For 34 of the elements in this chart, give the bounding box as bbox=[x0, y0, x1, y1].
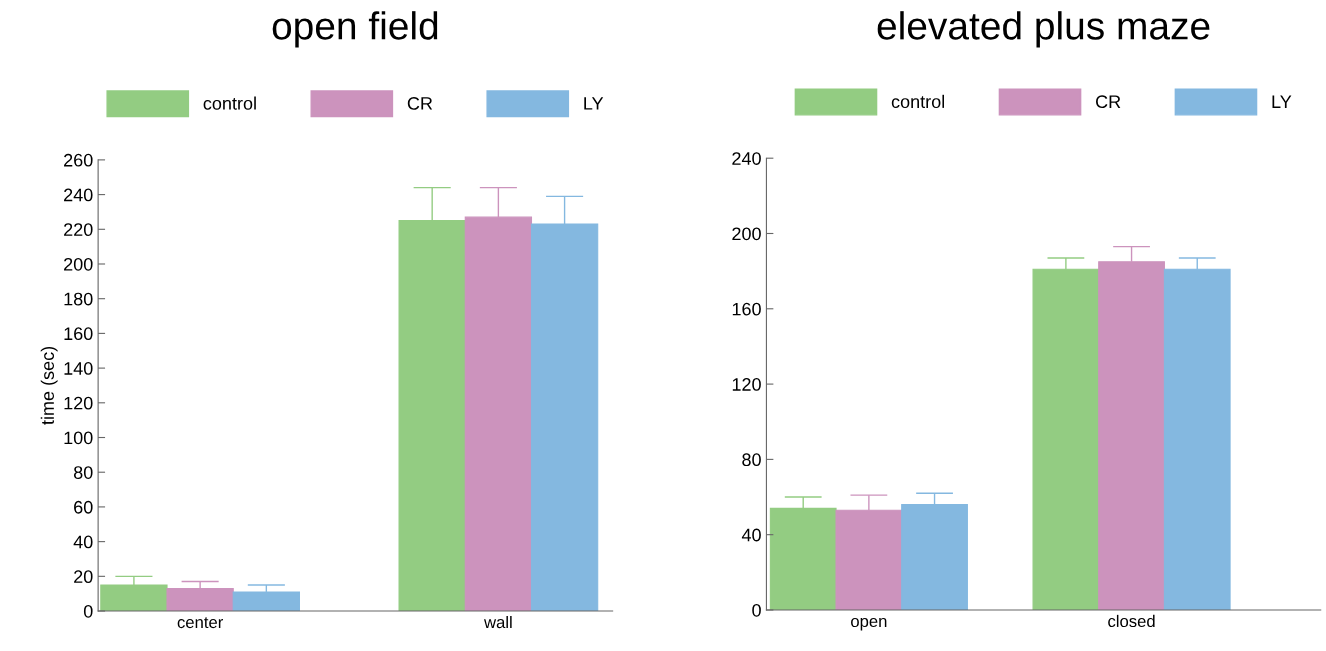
legend-label: CR bbox=[1096, 95, 1121, 109]
y-tick-label: 140 bbox=[64, 362, 93, 375]
x-tick-label: open bbox=[851, 617, 887, 631]
y-tick-label: 60 bbox=[74, 500, 93, 514]
y-tick-label: 160 bbox=[732, 302, 761, 316]
y-tick-label: 240 bbox=[64, 188, 93, 202]
y-tick-label: 120 bbox=[64, 396, 93, 410]
legend-label: control bbox=[203, 96, 256, 110]
y-tick-label: 80 bbox=[73, 466, 93, 479]
y-tick-label: 180 bbox=[64, 292, 93, 306]
y-axis-title: time (sec) bbox=[40, 346, 58, 425]
legend-label: control bbox=[891, 94, 945, 109]
y-tick-label: 40 bbox=[741, 528, 761, 542]
y-tick-label: 100 bbox=[64, 431, 93, 445]
y-tick-label: 20 bbox=[74, 570, 93, 584]
x-tick-label: closed bbox=[1108, 614, 1155, 628]
y-tick-label: 0 bbox=[83, 604, 93, 618]
y-tick-label: 240 bbox=[732, 152, 761, 165]
y-tick-label: 40 bbox=[73, 535, 93, 549]
y-tick-label: 260 bbox=[64, 153, 93, 167]
y-tick-label: 0 bbox=[752, 603, 761, 617]
chart-title: open field bbox=[272, 11, 438, 48]
x-tick-label: wall bbox=[484, 615, 512, 629]
legend-label: CR bbox=[407, 97, 433, 110]
x-tick-label: center bbox=[177, 617, 224, 629]
y-tick-label: 220 bbox=[64, 223, 93, 237]
y-tick-label: 80 bbox=[742, 453, 761, 467]
chart-title: elevated plus maze bbox=[877, 11, 1210, 48]
y-tick-label: 200 bbox=[732, 227, 761, 241]
legend-label: LY bbox=[584, 97, 604, 110]
y-tick-label: 120 bbox=[732, 378, 761, 391]
legend-label: LY bbox=[1272, 95, 1292, 108]
y-tick-label: 160 bbox=[64, 327, 93, 341]
y-tick-label: 200 bbox=[64, 257, 93, 271]
